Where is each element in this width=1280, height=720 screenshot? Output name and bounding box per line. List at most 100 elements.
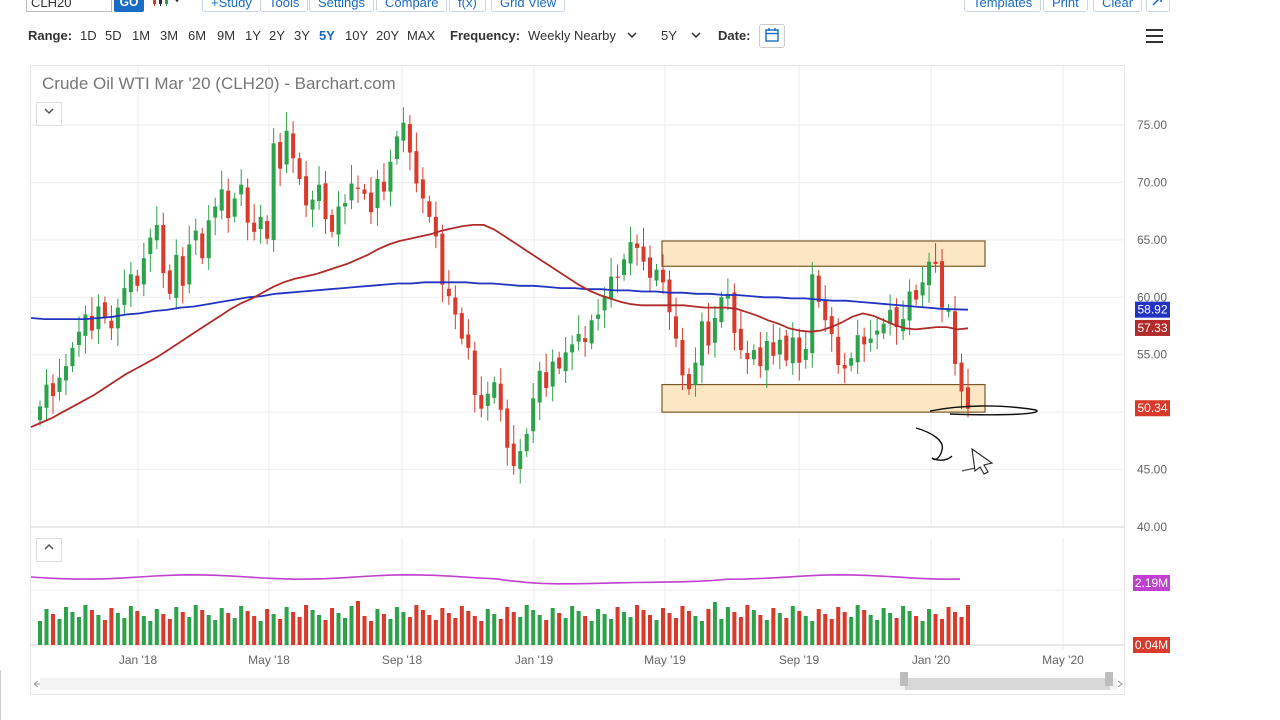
range-6m[interactable]: 6M bbox=[188, 28, 207, 43]
templates-button[interactable]: Templates bbox=[964, 0, 1042, 12]
candle-body bbox=[673, 316, 678, 339]
candle-body bbox=[953, 311, 958, 364]
candle-body bbox=[790, 337, 795, 364]
volume-bar bbox=[777, 613, 782, 645]
volume-bar bbox=[427, 615, 432, 645]
expand-arrow-button[interactable] bbox=[1146, 0, 1170, 12]
price-label-text: 58.92 bbox=[1137, 303, 1167, 317]
candle-body bbox=[245, 187, 250, 223]
frequency-dropdown[interactable]: Weekly Nearby bbox=[528, 28, 638, 43]
range-1y[interactable]: 1Y bbox=[245, 28, 261, 43]
scrollbar-left-handle bbox=[900, 672, 908, 686]
range-10y[interactable]: 10Y bbox=[345, 28, 369, 43]
function-button[interactable]: f(x) bbox=[449, 0, 486, 12]
volume-bar bbox=[764, 620, 769, 645]
candle-body bbox=[940, 261, 945, 308]
short-moving-average-line bbox=[30, 223, 969, 428]
candlestick-type-icon[interactable] bbox=[150, 0, 186, 10]
range-1m[interactable]: 1M bbox=[132, 28, 151, 43]
candle-body bbox=[161, 224, 166, 274]
candle-body bbox=[459, 313, 464, 339]
volume-bar bbox=[401, 612, 406, 645]
candle-body bbox=[881, 323, 886, 334]
range-5d[interactable]: 5D bbox=[105, 28, 122, 43]
volume-bar bbox=[823, 614, 828, 645]
compare-button[interactable]: Compare bbox=[376, 0, 448, 12]
volume-bar bbox=[570, 606, 575, 645]
chevron-down-icon bbox=[627, 32, 637, 39]
hand-drawn-arrow bbox=[915, 427, 953, 461]
candle-body bbox=[758, 347, 763, 367]
volume-bar bbox=[226, 613, 231, 645]
candle-body bbox=[427, 201, 432, 217]
candle-body bbox=[648, 257, 653, 278]
range-3m[interactable]: 3M bbox=[160, 28, 179, 43]
volume-bar bbox=[622, 612, 627, 645]
volume-bar bbox=[790, 606, 795, 645]
date-picker-button[interactable] bbox=[759, 24, 785, 48]
candle-body bbox=[297, 158, 302, 179]
range-5y[interactable]: 5Y bbox=[319, 28, 335, 43]
volume-bar bbox=[725, 607, 730, 645]
collapse-toggle-button[interactable] bbox=[36, 102, 62, 126]
candle-body bbox=[317, 184, 322, 202]
volume-bar bbox=[907, 611, 912, 645]
candle-body bbox=[771, 342, 776, 356]
volume-bar bbox=[492, 614, 497, 645]
diagonal-arrow-icon bbox=[1152, 0, 1162, 6]
candle-body bbox=[836, 336, 841, 366]
clear-button[interactable]: Clear bbox=[1093, 0, 1143, 12]
horizontal-scrollbar[interactable] bbox=[33, 672, 1123, 690]
range-2y[interactable]: 2Y bbox=[269, 28, 285, 43]
range-20y[interactable]: 20Y bbox=[376, 28, 400, 43]
candle-body bbox=[842, 365, 847, 369]
grid-view-button[interactable]: Grid View bbox=[491, 0, 566, 12]
volume-bar bbox=[511, 612, 516, 645]
volume-bar bbox=[641, 610, 646, 645]
volume-label-text: 2.19M bbox=[1135, 576, 1168, 590]
scrollbar-track bbox=[40, 678, 1117, 690]
candle-body bbox=[433, 216, 438, 237]
range-9m[interactable]: 9M bbox=[217, 28, 236, 43]
candle-body bbox=[894, 307, 899, 328]
volume-bar bbox=[933, 614, 938, 645]
volume-bar bbox=[810, 621, 815, 645]
hamburger-menu-button[interactable] bbox=[1144, 27, 1166, 45]
volume-bar bbox=[336, 613, 341, 645]
volume-bar bbox=[375, 609, 380, 645]
symbol-input[interactable]: CLH20 bbox=[26, 0, 112, 12]
tools-button[interactable]: Tools bbox=[260, 0, 309, 12]
volume-bar bbox=[278, 619, 283, 645]
x-tick-label: Jan '20 bbox=[912, 653, 951, 667]
candle-body bbox=[583, 338, 588, 343]
print-button[interactable]: Print bbox=[1043, 0, 1088, 12]
candle-body bbox=[109, 320, 114, 329]
candle-body bbox=[258, 216, 263, 230]
pencil-cursor-shape bbox=[971, 447, 994, 475]
volume-toggle-button[interactable] bbox=[36, 538, 62, 562]
go-button[interactable]: GO bbox=[114, 0, 144, 12]
candle-body bbox=[336, 206, 341, 235]
x-tick-label: Sep '19 bbox=[779, 653, 820, 667]
period-dropdown[interactable]: 5Y bbox=[661, 28, 702, 43]
candle-body bbox=[849, 358, 854, 366]
candle-body bbox=[965, 387, 971, 409]
candle-body bbox=[362, 189, 367, 194]
range-3y[interactable]: 3Y bbox=[294, 28, 310, 43]
volume-bar bbox=[37, 621, 43, 645]
volume-bar bbox=[433, 620, 438, 645]
candle-body bbox=[609, 276, 614, 299]
volume-bar bbox=[167, 619, 172, 645]
volume-bar bbox=[206, 615, 211, 645]
settings-button[interactable]: Settings bbox=[309, 0, 374, 12]
candle-body bbox=[712, 317, 717, 343]
volume-bar bbox=[135, 611, 140, 645]
range-max[interactable]: MAX bbox=[407, 28, 436, 43]
candle-body bbox=[563, 352, 568, 372]
candle-body bbox=[148, 237, 153, 255]
candle-body bbox=[635, 243, 640, 248]
volume-bar bbox=[706, 609, 711, 645]
range-1d[interactable]: 1D bbox=[80, 28, 97, 43]
volume-bar bbox=[667, 613, 672, 645]
